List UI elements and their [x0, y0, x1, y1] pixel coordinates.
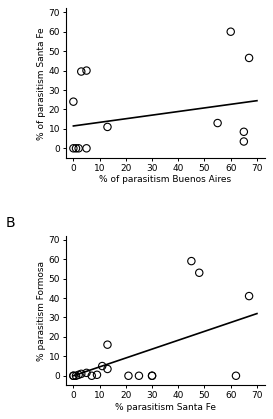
Point: [90, 372, 94, 379]
Point: [76, 145, 81, 152]
Text: A: A: [6, 0, 15, 3]
Point: [242, 129, 246, 135]
Point: [84, 145, 89, 152]
Point: [215, 120, 220, 127]
Text: B: B: [6, 216, 15, 230]
Point: [71, 372, 76, 379]
Point: [234, 372, 238, 379]
Point: [95, 371, 99, 378]
X-axis label: % parasitism Santa Fe: % parasitism Santa Fe: [115, 403, 216, 412]
Point: [137, 372, 141, 379]
Point: [84, 67, 89, 74]
Point: [126, 372, 131, 379]
Y-axis label: % parasitism Formosa: % parasitism Formosa: [37, 261, 46, 361]
Point: [105, 124, 110, 130]
Point: [84, 370, 89, 376]
Point: [71, 98, 76, 105]
Point: [74, 372, 78, 379]
Point: [71, 372, 76, 379]
Point: [150, 372, 154, 379]
Point: [76, 371, 81, 378]
Point: [74, 145, 78, 152]
Y-axis label: % of parasitism Santa Fe: % of parasitism Santa Fe: [37, 27, 46, 140]
Point: [79, 68, 84, 75]
Point: [189, 258, 194, 264]
Point: [247, 54, 251, 61]
Point: [105, 366, 110, 372]
Point: [197, 269, 201, 276]
Point: [71, 145, 76, 152]
Point: [242, 138, 246, 145]
Point: [247, 293, 251, 300]
Point: [79, 370, 84, 377]
Point: [229, 28, 233, 35]
X-axis label: % of parasitism Buenos Aires: % of parasitism Buenos Aires: [99, 176, 231, 184]
Point: [100, 363, 104, 370]
Point: [150, 372, 154, 379]
Point: [105, 341, 110, 348]
